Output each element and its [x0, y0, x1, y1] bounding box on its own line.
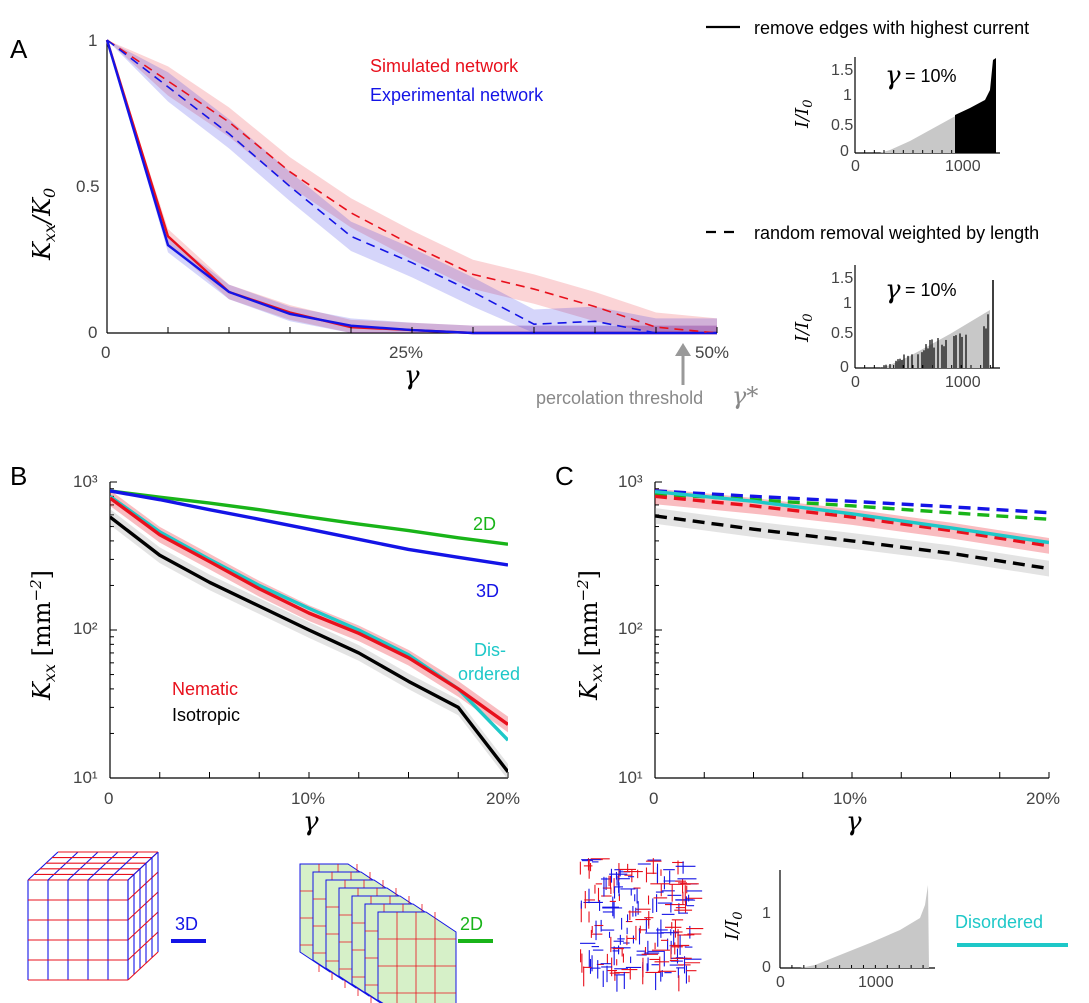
series-cyan [655, 490, 1049, 545]
legend-simulated: Simulated network [370, 56, 519, 76]
panel-b-xtick-10: 10% [291, 789, 325, 808]
panel-c-ylabel: Kxx [mm−2] [574, 570, 606, 701]
panel-a-series-0 [105, 39, 717, 335]
bottom-label-disordered: Disordered [955, 912, 1043, 932]
inset-dis-xtick-0: 0 [776, 974, 785, 991]
panel-a-ytick-1: 1 [88, 31, 97, 50]
panel-c-xlabel: γ [846, 807, 862, 837]
panel-a-series-1 [105, 39, 717, 335]
bottom-label-2d: 2D [460, 914, 483, 934]
band-red [110, 490, 508, 733]
lattice-disordered-icon [579, 858, 704, 992]
panel-a-band-0 [107, 40, 717, 333]
inset-dis-xtick-1000: 1000 [858, 974, 894, 991]
inset-bottom-note: = 10% [905, 280, 957, 300]
panel-a-xtick-25: 25% [389, 343, 423, 362]
panel-a-band-3 [107, 40, 717, 333]
legend-solid-label: remove edges with highest current [754, 18, 1029, 38]
series-black [655, 514, 1049, 571]
label-2d: 2D [473, 514, 496, 534]
inset-top-xtick-0: 0 [851, 158, 860, 175]
inset-top-highlight [955, 58, 996, 153]
percolation-label: percolation threshold [536, 388, 703, 408]
inset-dis-ytick-0: 0 [762, 959, 771, 976]
panel-b-ylabel: Kxx [mm−2] [27, 570, 59, 701]
inset-bottom-ytick-1: 1 [843, 295, 852, 312]
lattice-3d-icon [27, 851, 159, 981]
inset-bottom-ytick-05: 0.5 [831, 325, 853, 342]
inset-bottom-ytick-0: 0 [840, 359, 849, 376]
panel-a-band-2 [107, 40, 717, 333]
series-Isotropic [110, 515, 508, 773]
inset-bottom-gamma: γ [885, 275, 901, 305]
lattice-2d-icon [299, 863, 457, 1003]
inset-top-gamma: γ [885, 61, 901, 91]
inset-bottom-ytick-15: 1.5 [831, 270, 853, 287]
panel-a-xlabel: γ [404, 361, 420, 391]
panel-c-xtick-10: 10% [833, 789, 867, 808]
panel-letter-a: A [10, 34, 28, 64]
panel-c-xtick-0: 0 [649, 789, 658, 808]
inset-bottom-xtick-1000: 1000 [945, 374, 981, 391]
label-disordered-2: ordered [458, 664, 520, 684]
series-blue [655, 489, 1049, 515]
inset-top-ytick-15: 1.5 [831, 62, 853, 79]
panel-letter-b: B [10, 461, 27, 491]
inset-top-ytick-1: 1 [843, 87, 852, 104]
panel-c-xtick-20: 20% [1026, 789, 1060, 808]
label-isotropic: Isotropic [172, 705, 240, 725]
label-3d: 3D [476, 581, 499, 601]
inset-top-ytick-05: 0.5 [831, 117, 853, 134]
panel-b-xlabel: γ [303, 807, 319, 837]
inset-bottom-area [880, 310, 990, 368]
inset-disordered: 1 0 0 1000 I/I0 [722, 870, 935, 991]
panel-a-band-1 [107, 40, 717, 333]
panel-b-xtick-0: 0 [104, 789, 113, 808]
panel-c-ytick-100: 10² [618, 619, 643, 638]
inset-top-xtick-1000: 1000 [945, 158, 981, 175]
legend-dashed-label: random removal weighted by length [754, 223, 1039, 243]
inset-dis-ylabel: I/I0 [722, 911, 746, 941]
series-red [655, 494, 1049, 548]
panel-a-series-3 [106, 39, 717, 334]
inset-disordered-area [800, 885, 929, 968]
panel-a-ytick-05: 0.5 [76, 177, 100, 196]
label-disordered-1: Dis- [474, 640, 506, 660]
panel-c-chart: 10³ 10² 10¹ 0 10% 20% γ Kxx [mm−2] [574, 472, 1060, 837]
percolation-symbol: γ* [732, 382, 758, 410]
inset-random-removal: 1.5 1 0.5 0 0 1000 I/I0 γ = 10% [792, 265, 1000, 391]
inset-bottom-xtick-0: 0 [851, 374, 860, 391]
inset-top-ytick-0: 0 [840, 143, 849, 160]
panel-c-ytick-1000: 10³ [618, 472, 643, 491]
panel-a-ylabel: Kxx/K0 [28, 188, 59, 261]
panel-b-chart: 10³ 10² 10¹ 0 10% 20% γ Kxx [mm−2] 2D 3D… [27, 472, 520, 837]
panel-b-ytick-10: 10¹ [73, 768, 98, 787]
panel-a-chart: 1 0.5 0 0 25% 50% γ Kxx/K0 Simulated net… [28, 31, 758, 410]
inset-highest-current: 1.5 1 0.5 0 0 1000 I/I0 γ = 10% [792, 57, 1000, 175]
series-Nematic [110, 496, 508, 726]
legend-experimental: Experimental network [370, 85, 544, 105]
series-3D [110, 489, 508, 567]
series-2D [110, 489, 508, 546]
panel-b-ytick-100: 10² [73, 619, 98, 638]
label-nematic: Nematic [172, 679, 238, 699]
panel-b-xtick-20: 20% [486, 789, 520, 808]
inset-bottom-ylabel: I/I0 [792, 313, 816, 343]
band-black [110, 509, 508, 778]
panel-letter-c: C [555, 461, 574, 491]
percolation-arrow-head-icon [675, 343, 691, 356]
inset-top-note: = 10% [905, 66, 957, 86]
panel-a-xtick-50: 50% [695, 343, 729, 362]
bottom-label-3d: 3D [175, 914, 198, 934]
panel-a-series-2 [106, 39, 718, 334]
panel-a-ytick-0: 0 [88, 323, 97, 342]
inset-dis-ytick-1: 1 [762, 905, 771, 922]
panel-b-ytick-1000: 10³ [73, 472, 98, 491]
panel-c-ytick-10: 10¹ [618, 768, 643, 787]
panel-a-xtick-0: 0 [101, 343, 110, 362]
inset-top-ylabel: I/I0 [792, 99, 816, 129]
